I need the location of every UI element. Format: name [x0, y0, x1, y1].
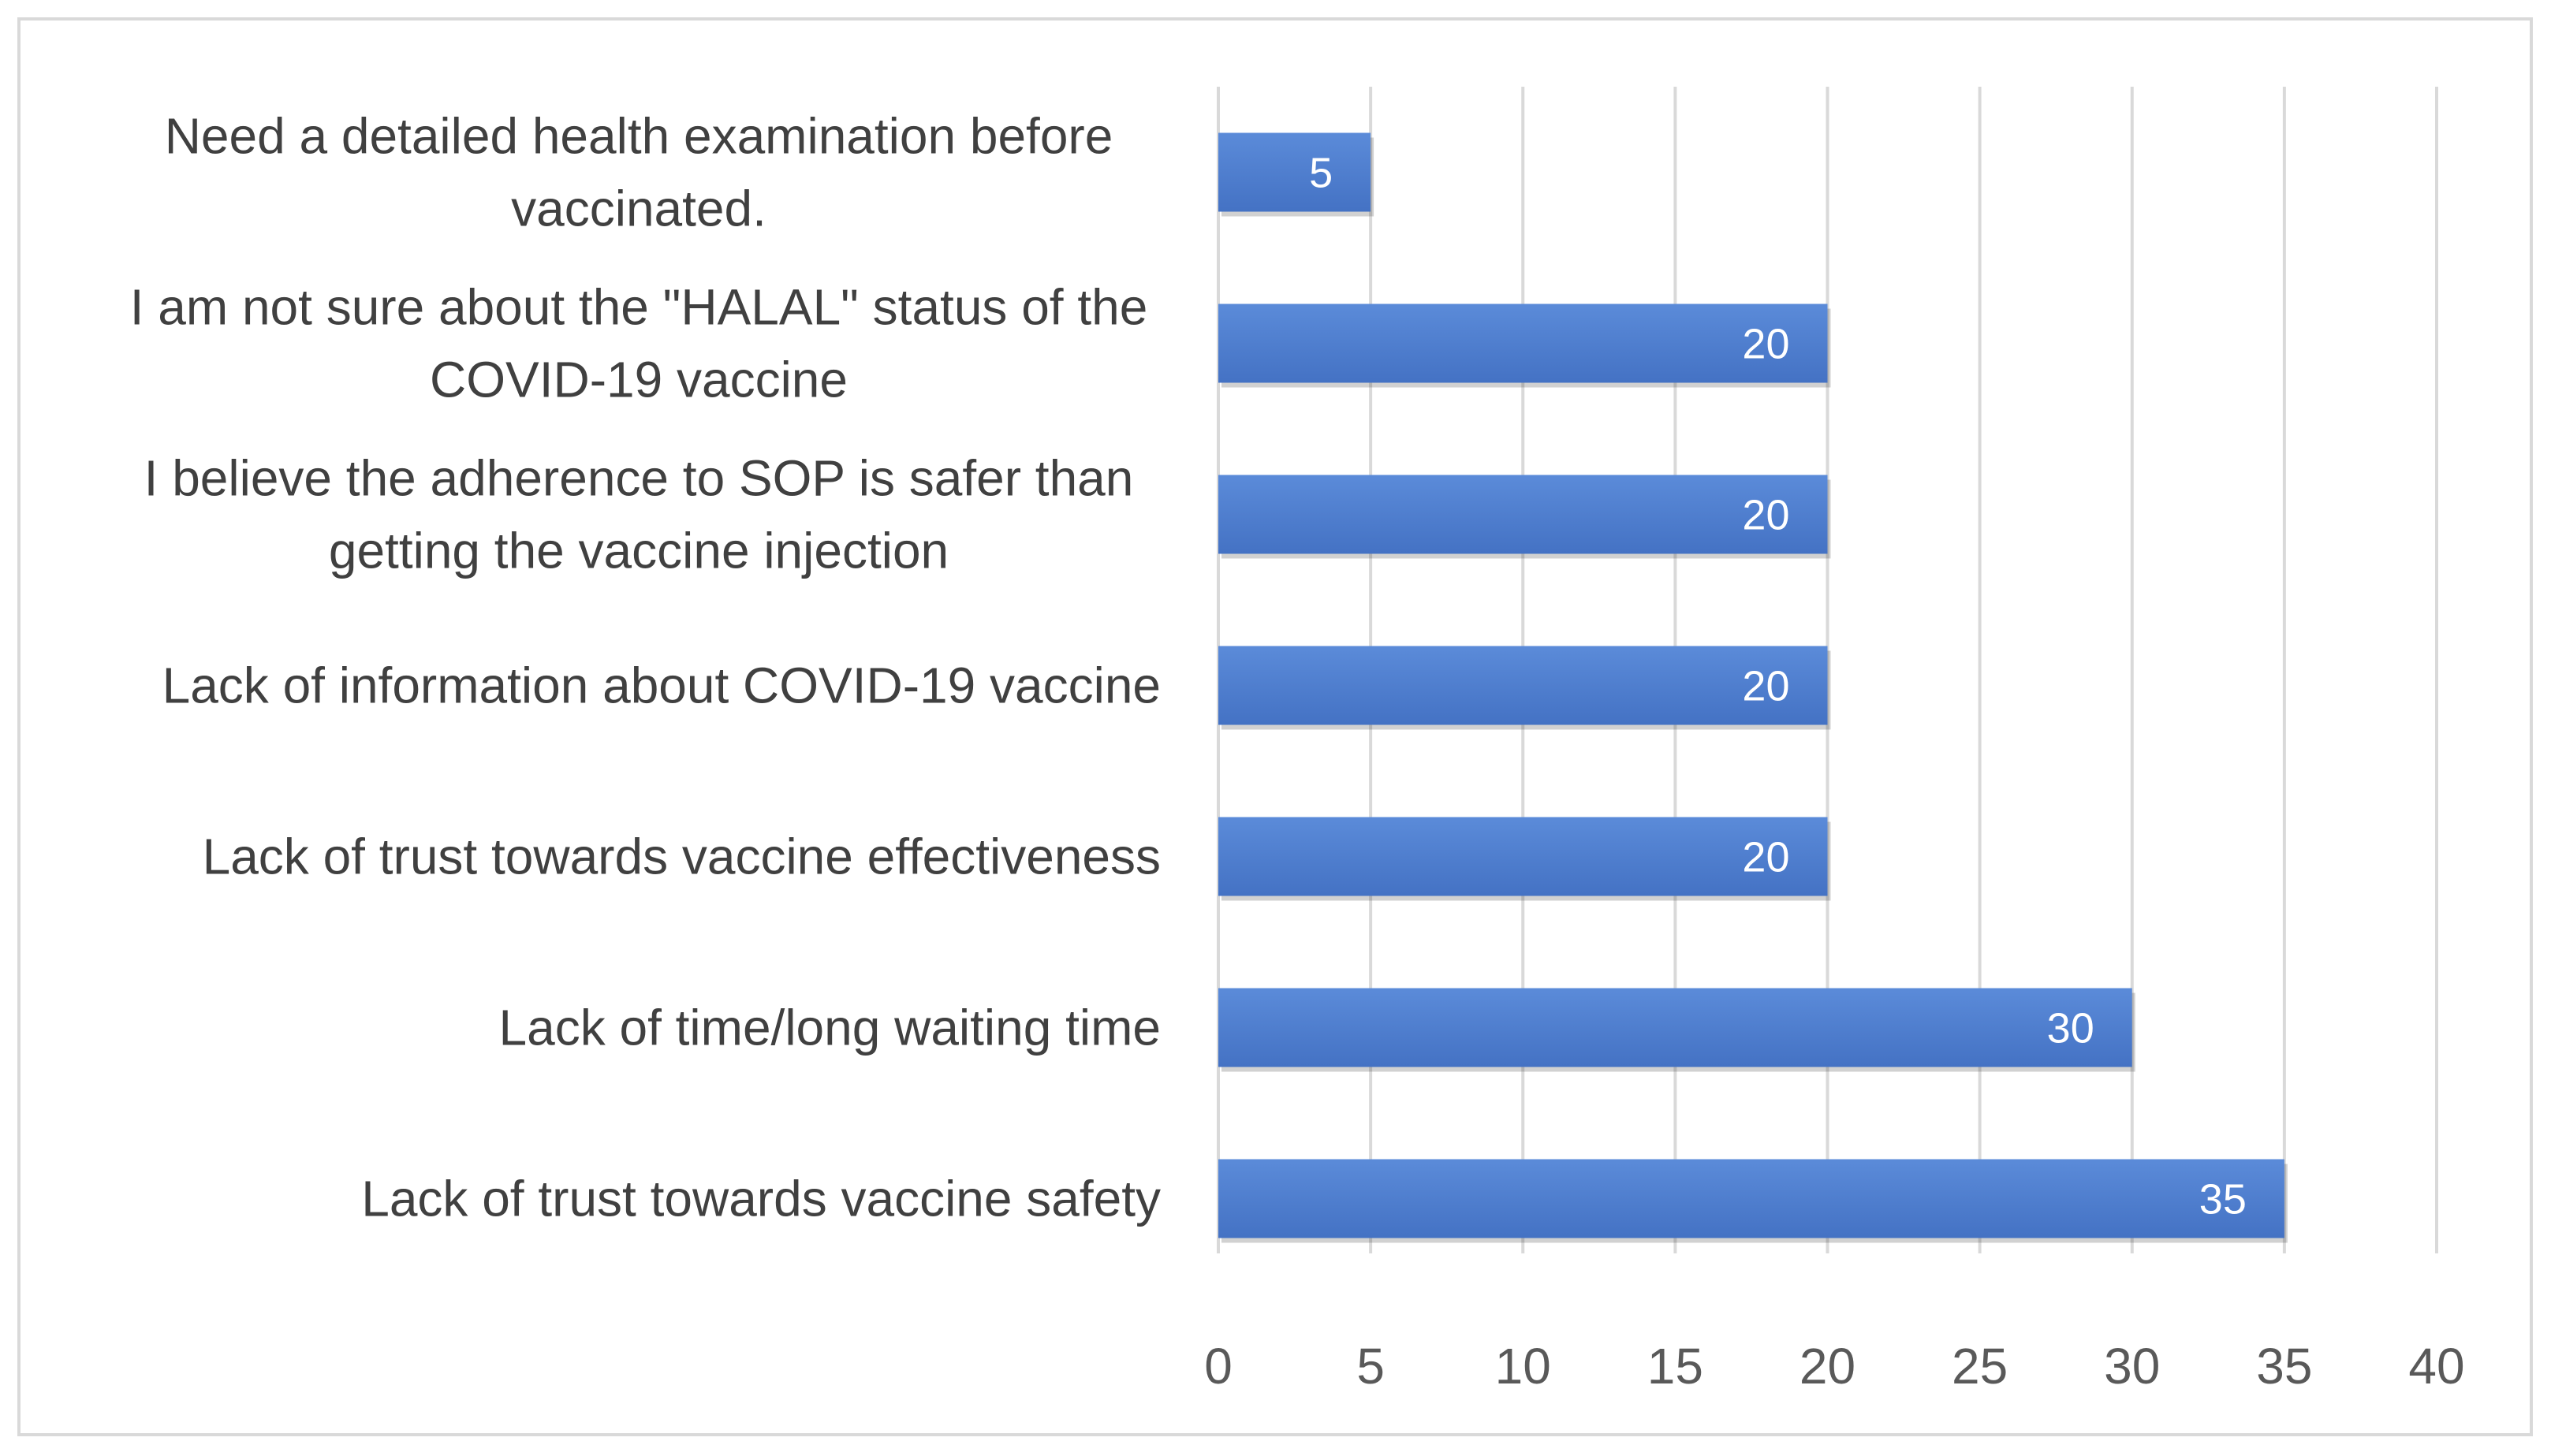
bar-data-label: 35 [2199, 1176, 2247, 1223]
bar-data-label: 20 [1742, 492, 1789, 539]
bar-group: 20 [1218, 303, 1831, 388]
bar-group: 35 [1218, 1159, 2288, 1243]
category-label: Lack of trust towards vaccine effectiven… [203, 829, 1161, 885]
bar [1218, 988, 2132, 1067]
bar-data-label: 20 [1742, 321, 1789, 368]
x-tick-label: 35 [2256, 1338, 2312, 1395]
category-labels: Need a detailed health examination befor… [130, 108, 1161, 1227]
category-label: I believe the adherence to SOP is safer … [144, 450, 1134, 579]
category-label: Lack of time/long waiting time [499, 1000, 1162, 1056]
x-tick-label: 10 [1495, 1338, 1551, 1395]
bar [1218, 303, 1828, 383]
x-tick-label: 5 [1356, 1338, 1385, 1395]
bar-data-label: 20 [1742, 834, 1789, 881]
bar-data-label: 5 [1309, 150, 1333, 197]
bar-data-label: 20 [1742, 663, 1789, 710]
bar [1218, 1159, 2284, 1238]
category-label: Lack of information about COVID-19 vacci… [162, 657, 1161, 714]
x-axis-tick-labels: 0 5 10 15 20 25 30 35 40 [1204, 1338, 2464, 1395]
bar-group: 20 [1218, 646, 1831, 730]
x-tick-label: 40 [2408, 1338, 2464, 1395]
category-label: I am not sure about the "HALAL" status o… [130, 279, 1148, 408]
bars: 5 20 20 20 20 30 35 [1218, 132, 2288, 1243]
bar [1218, 646, 1828, 725]
bar-group: 30 [1218, 988, 2135, 1072]
x-tick-label: 30 [2104, 1338, 2160, 1395]
bar-group: 20 [1218, 817, 1831, 901]
bar [1218, 132, 1371, 212]
bar-group: 5 [1218, 132, 1374, 217]
x-tick-label: 25 [1952, 1338, 2008, 1395]
category-label: Need a detailed health examination befor… [165, 108, 1113, 237]
bar-data-label: 30 [2047, 1005, 2094, 1052]
bar-group: 20 [1218, 475, 1831, 559]
x-tick-label: 0 [1204, 1338, 1233, 1395]
category-label: Lack of trust towards vaccine safety [361, 1171, 1161, 1227]
bar [1218, 475, 1828, 554]
x-tick-label: 20 [1799, 1338, 1855, 1395]
bar [1218, 817, 1828, 896]
x-tick-label: 15 [1647, 1338, 1703, 1395]
